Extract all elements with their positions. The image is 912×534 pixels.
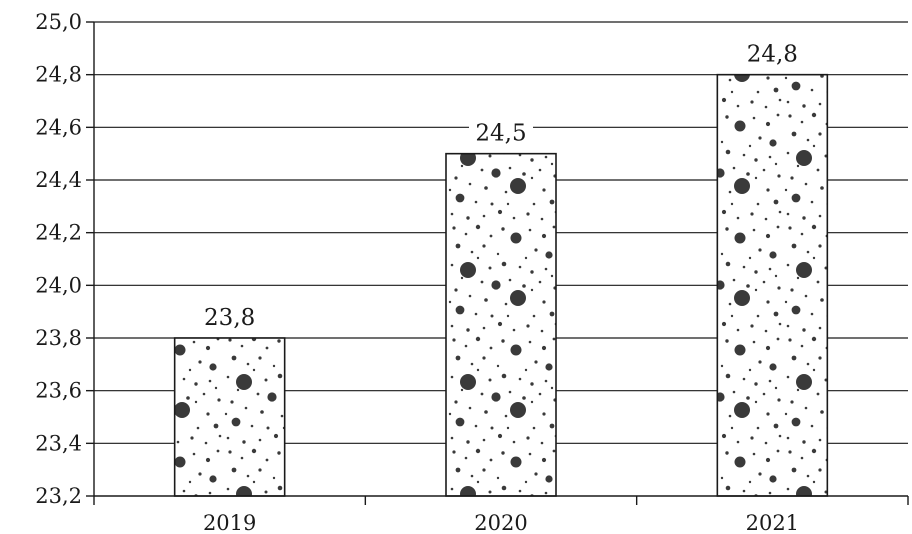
bar — [716, 73, 829, 497]
x-tick-label: 2019 — [203, 511, 256, 534]
y-tick-label: 23,8 — [35, 326, 82, 350]
data-label-background — [197, 302, 262, 332]
y-tick-label: 23,2 — [35, 484, 82, 508]
bars — [173, 73, 829, 497]
y-tick-label: 24,4 — [35, 168, 82, 192]
axes — [93, 22, 909, 505]
y-tick-label: 25,0 — [35, 10, 82, 34]
y-tick-label: 24,8 — [35, 63, 82, 87]
bar — [173, 337, 286, 497]
y-axis-tick-labels: 23,2 23,4 23,6 23,8 24,0 24,2 24,4 24,6 24,8 25,0 — [35, 10, 94, 508]
data-label-background — [469, 117, 533, 148]
data-label-background — [740, 38, 805, 69]
data-label: 24,8 — [747, 42, 798, 68]
data-labels: 23,8 24,5 24,8 — [197, 38, 805, 332]
x-axis-tick-labels: 2019 2020 2021 — [203, 511, 799, 534]
x-tick-label: 2020 — [474, 511, 527, 534]
data-label: 24,5 — [475, 121, 526, 147]
bar — [445, 152, 557, 497]
y-tick-label: 24,2 — [35, 221, 82, 245]
y-tick-label: 23,6 — [35, 379, 82, 403]
data-label: 23,8 — [204, 305, 255, 331]
y-tick-label: 24,6 — [35, 115, 82, 139]
y-tick-label: 23,4 — [35, 431, 82, 455]
x-tick-label: 2021 — [746, 511, 799, 534]
y-tick-label: 24,0 — [35, 273, 82, 297]
